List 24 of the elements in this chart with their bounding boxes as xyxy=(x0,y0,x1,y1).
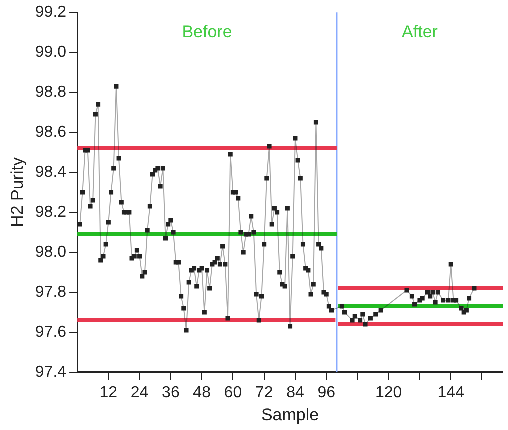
y-tick-label: 98.6 xyxy=(35,124,67,141)
y-tick-label: 98.0 xyxy=(35,244,67,261)
annotation: After xyxy=(402,22,438,42)
y-tick-label: 98.2 xyxy=(35,204,67,221)
x-axis-title: Sample xyxy=(261,405,320,424)
y-axis-title: H2 Purity xyxy=(8,157,27,228)
x-tick-label: 48 xyxy=(193,384,212,402)
x-tick-label: 144 xyxy=(438,384,465,402)
y-tick-label: 97.4 xyxy=(35,364,67,381)
y-tick-label: 98.4 xyxy=(35,164,67,181)
x-tick-label: 120 xyxy=(376,384,402,402)
x-tick-label: 84 xyxy=(286,384,304,402)
x-tick-label: 60 xyxy=(224,384,242,402)
x-tick-label: 24 xyxy=(130,384,149,402)
y-tick-label: 97.8 xyxy=(35,284,67,301)
y-tick-label: 99.0 xyxy=(35,44,67,61)
annotation: Before xyxy=(182,22,232,42)
y-tick-label: 99.2 xyxy=(35,4,67,22)
x-tick-label: 36 xyxy=(162,384,180,402)
y-tick-label: 98.8 xyxy=(35,84,67,101)
x-tick-label: 12 xyxy=(100,384,118,402)
y-tick-label: 97.6 xyxy=(35,324,67,341)
x-tick-label: 96 xyxy=(318,384,336,402)
x-tick-label: 72 xyxy=(255,384,274,402)
